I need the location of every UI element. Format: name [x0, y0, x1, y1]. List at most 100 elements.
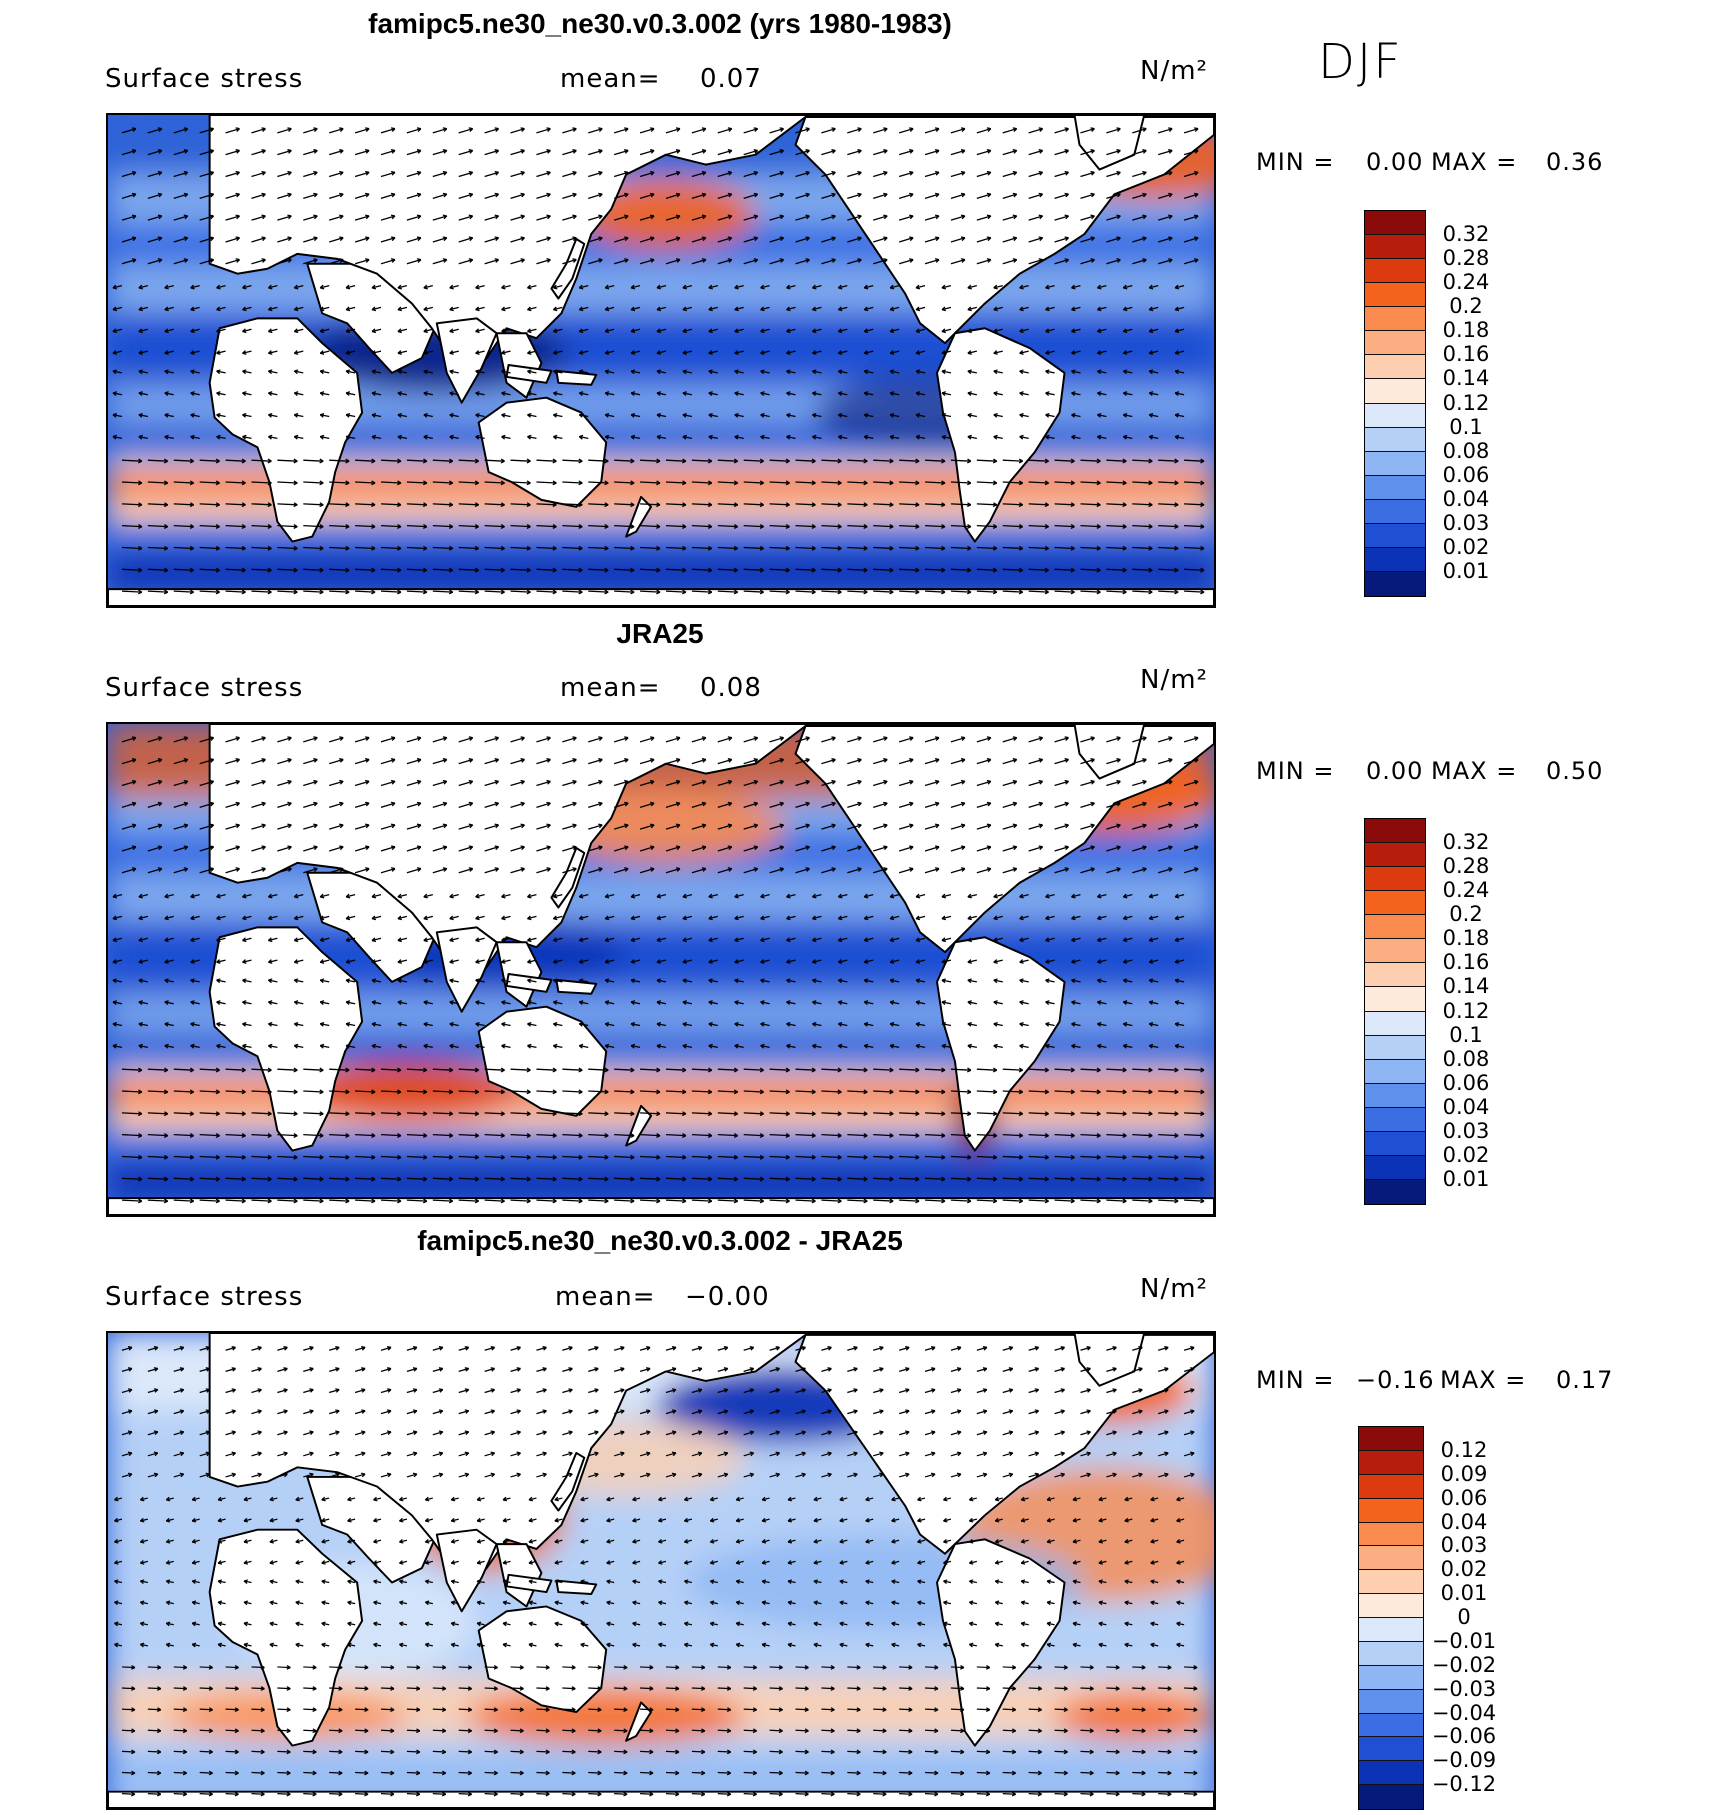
colorbar-segment [1359, 1546, 1423, 1571]
panel-1-colorbar [1364, 210, 1426, 597]
panel-1-min-label: MIN = [1256, 148, 1335, 176]
map-field [108, 115, 1214, 606]
colorbar-segment [1359, 1474, 1423, 1499]
colorbar-tick-label: 0.04 [1442, 486, 1490, 511]
panel-1-mean-label: mean= [560, 64, 661, 94]
colorbar-tick-label: 0.03 [1440, 1533, 1488, 1558]
colorbar-tick-label: −0.12 [1431, 1772, 1497, 1797]
colorbar-segment [1365, 307, 1425, 332]
colorbar-segment [1365, 451, 1425, 476]
panel-1-min-value: 0.00 [1366, 148, 1424, 176]
colorbar-tick-label: 0.1 [1449, 1022, 1483, 1047]
colorbar-tick-label: 0.03 [1442, 510, 1490, 535]
colorbar-tick-label: 0.18 [1442, 318, 1490, 343]
panel-2-max-value: 0.50 [1546, 757, 1604, 785]
colorbar-segment [1365, 1083, 1425, 1108]
panel-2-mean-label: mean= [560, 673, 661, 703]
colorbar-segment [1365, 379, 1425, 404]
colorbar-segment [1365, 891, 1425, 916]
colorbar-segment [1365, 571, 1425, 596]
colorbar-segment [1365, 915, 1425, 940]
colorbar-segment [1365, 547, 1425, 572]
colorbar-tick-label: 0 [1457, 1605, 1471, 1629]
colorbar-segment [1365, 1107, 1425, 1132]
colorbar-segment [1359, 1689, 1423, 1714]
colorbar-tick-label: 0.12 [1442, 998, 1490, 1023]
colorbar-tick-label: 0.28 [1442, 854, 1490, 879]
colorbar-tick-label: 0.06 [1440, 1485, 1488, 1510]
colorbar-segment [1365, 331, 1425, 356]
colorbar-segment [1365, 427, 1425, 452]
panel-3-title: famipc5.ne30_ne30.v0.3.002 - JRA25 [417, 1225, 903, 1256]
colorbar-tick-label: 0.18 [1442, 926, 1490, 951]
colorbar-segment [1359, 1427, 1423, 1451]
panel-2-map [106, 722, 1216, 1217]
colorbar-segment [1365, 939, 1425, 964]
colorbar-tick-label: 0.02 [1440, 1557, 1488, 1582]
colorbar-tick-label: −0.02 [1431, 1652, 1497, 1677]
colorbar-tick-label: 0.32 [1442, 830, 1490, 855]
panel-3-colorbar [1358, 1426, 1424, 1810]
colorbar-segment [1359, 1737, 1423, 1762]
colorbar-segment [1365, 843, 1425, 868]
colorbar-tick-label: 0.08 [1442, 438, 1490, 463]
colorbar-segment [1365, 987, 1425, 1012]
colorbar-tick-label: 0.16 [1442, 950, 1490, 975]
colorbar-segment [1359, 1450, 1423, 1475]
colorbar-tick-label: 0.06 [1442, 1070, 1490, 1095]
panel-1-max-label: MAX = [1431, 148, 1518, 176]
colorbar-segment [1365, 1179, 1425, 1204]
colorbar-segment [1365, 963, 1425, 988]
colorbar-segment [1365, 1035, 1425, 1060]
colorbar-segment [1365, 235, 1425, 260]
colorbar-segment [1359, 1761, 1423, 1786]
colorbar-tick-label: 0.09 [1440, 1461, 1488, 1486]
colorbar-tick-label: 0.16 [1442, 342, 1490, 367]
colorbar-segment [1365, 1011, 1425, 1036]
colorbar-segment [1365, 1059, 1425, 1084]
colorbar-tick-label: 0.28 [1442, 246, 1490, 271]
panel-1-max-value: 0.36 [1546, 148, 1604, 176]
colorbar-tick-label: −0.04 [1431, 1700, 1497, 1725]
colorbar-tick-label: 0.02 [1442, 1142, 1490, 1167]
panel-1-map [106, 113, 1216, 608]
colorbar-segment [1359, 1522, 1423, 1547]
panel-3-min-value: −0.16 [1356, 1366, 1435, 1394]
colorbar-segment [1365, 819, 1425, 844]
colorbar-segment [1365, 355, 1425, 380]
colorbar-segment [1365, 403, 1425, 428]
panel-1-variable: Surface stress [105, 64, 304, 94]
colorbar-tick-label: 0.03 [1442, 1118, 1490, 1143]
panel-3-max-value: 0.17 [1556, 1366, 1614, 1394]
panel-2-variable: Surface stress [105, 673, 304, 703]
colorbar-segment [1359, 1665, 1423, 1690]
colorbar-tick-label: 0.04 [1440, 1509, 1488, 1534]
panel-2-title: JRA25 [616, 618, 704, 649]
panel-1-title: famipc5.ne30_ne30.v0.3.002 (yrs 1980-198… [368, 8, 952, 39]
panel-3-map [106, 1331, 1216, 1810]
colorbar-tick-label: −0.09 [1431, 1748, 1497, 1773]
colorbar-tick-label: 0.12 [1440, 1437, 1488, 1462]
panel-1-mean-value: 0.07 [700, 64, 762, 94]
colorbar-tick-label: 0.24 [1442, 878, 1490, 903]
panel-2-mean-value: 0.08 [700, 673, 762, 703]
panel-2-colorbar [1364, 818, 1426, 1205]
panel-3-max-label: MAX = [1440, 1366, 1527, 1394]
colorbar-segment [1365, 1131, 1425, 1156]
colorbar-segment [1359, 1594, 1423, 1618]
map-field [108, 1333, 1214, 1808]
colorbar-tick-label: 0.01 [1442, 558, 1490, 583]
colorbar-segment [1359, 1641, 1423, 1666]
panel-1-units: N/m² [1140, 56, 1208, 86]
colorbar-segment [1365, 259, 1425, 284]
colorbar-segment [1359, 1785, 1423, 1809]
colorbar-tick-label: 0.08 [1442, 1046, 1490, 1071]
colorbar-tick-label: 0.01 [1440, 1581, 1488, 1606]
colorbar-tick-label: 0.24 [1442, 270, 1490, 295]
colorbar-tick-label: −0.03 [1431, 1676, 1497, 1701]
panel-2-min-label: MIN = [1256, 757, 1335, 785]
panel-3-mean-label: mean= [555, 1282, 656, 1312]
colorbar-tick-label: −0.06 [1431, 1724, 1497, 1749]
colorbar-tick-label: 0.14 [1442, 366, 1490, 391]
colorbar-tick-label: 0.32 [1442, 222, 1490, 247]
